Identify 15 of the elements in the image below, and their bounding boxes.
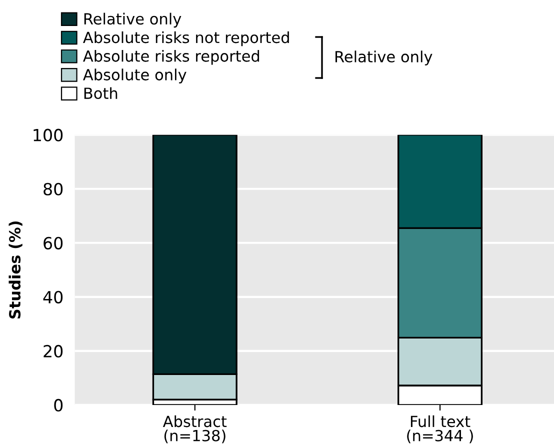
x-tick-label: Full text (n=344 ) bbox=[407, 415, 473, 444]
y-tick-label: 40 bbox=[43, 290, 63, 304]
legend-label: Absolute only bbox=[83, 68, 186, 84]
y-tick-label: 60 bbox=[44, 236, 63, 250]
legend-label: Absolute risks not reported bbox=[83, 31, 289, 46]
legend-label: Relative only bbox=[84, 12, 182, 28]
x-tick-label: Abstract (n=138) bbox=[162, 415, 227, 444]
y-axis-title: Studies (%) bbox=[8, 222, 22, 318]
legend-label: Absolute risks reported bbox=[83, 50, 260, 65]
y-tick-label: 0 bbox=[54, 398, 63, 412]
y-tick-label: 20 bbox=[44, 344, 63, 358]
y-tick-label: 80 bbox=[44, 182, 63, 196]
text: Relative only bbox=[336, 50, 432, 66]
y-tick-label: 100 bbox=[34, 128, 63, 142]
legend-label: Both bbox=[84, 87, 118, 100]
